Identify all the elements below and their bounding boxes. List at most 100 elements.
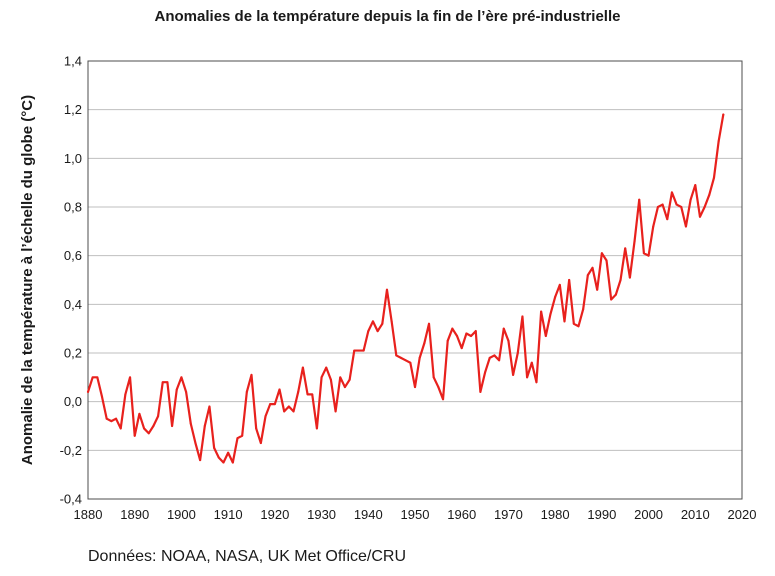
data-point <box>194 442 197 445</box>
data-point <box>484 371 487 374</box>
data-point <box>600 252 603 255</box>
data-point <box>287 405 290 408</box>
data-point <box>171 425 174 427</box>
data-point <box>493 354 496 357</box>
x-tick-labels: 1880 1890 1900 1910 1920 1930 1940 1950 1960 1970… <box>74 507 757 522</box>
data-point <box>236 437 239 440</box>
data-point <box>269 403 272 406</box>
y-tick-label: -0,4 <box>60 492 82 507</box>
data-point <box>147 432 150 435</box>
x-tick-label: 1930 <box>307 507 336 522</box>
y-tick-label: 0,4 <box>64 297 82 312</box>
data-point <box>367 330 370 333</box>
data-point <box>563 320 566 323</box>
data-point <box>446 339 449 342</box>
data-point <box>582 308 585 311</box>
data-point <box>227 451 230 454</box>
data-point <box>91 376 94 379</box>
data-point <box>474 330 477 333</box>
data-point <box>610 298 613 301</box>
data-point <box>371 320 374 323</box>
data-point <box>694 184 697 187</box>
data-point <box>666 218 669 221</box>
y-axis-title: Anomalie de la température à l’échelle d… <box>19 95 36 465</box>
data-point <box>698 215 701 218</box>
x-tick-label: 2000 <box>634 507 663 522</box>
x-tick-label: 1960 <box>447 507 476 522</box>
data-point <box>535 381 538 384</box>
data-point <box>231 461 234 464</box>
data-point <box>362 349 365 352</box>
plot-frame <box>87 60 743 500</box>
data-point <box>87 390 89 393</box>
data-point <box>152 425 155 427</box>
data-point <box>586 274 589 277</box>
data-point <box>451 327 454 330</box>
data-point <box>628 276 631 279</box>
data-point <box>521 315 524 318</box>
data-point <box>343 386 346 389</box>
data-point <box>442 398 445 401</box>
data-point <box>101 395 104 398</box>
data-point <box>357 349 360 352</box>
data-point <box>456 334 459 337</box>
data-point <box>661 203 664 206</box>
data-point <box>722 113 725 116</box>
data-point <box>619 279 622 281</box>
data-point <box>129 376 132 379</box>
x-tick-label: 1900 <box>167 507 196 522</box>
data-point <box>530 361 533 364</box>
y-tick-label: 1,0 <box>64 151 82 166</box>
data-point <box>708 193 711 196</box>
data-point <box>605 259 608 262</box>
data-point <box>498 359 501 362</box>
data-point <box>161 381 164 384</box>
y-tick-label: 1,2 <box>64 102 82 117</box>
data-point <box>334 410 337 413</box>
data-point <box>428 322 431 325</box>
data-point <box>381 322 384 325</box>
data-point <box>306 393 309 396</box>
data-point <box>376 330 379 333</box>
data-point <box>465 332 468 335</box>
data-point <box>203 425 206 427</box>
data-point <box>325 366 328 369</box>
y-tick-label: -0,2 <box>60 443 82 458</box>
y-tick-labels: -0,4 -0,2 0,0 0,2 0,4 0,6 0,8 1,0 1,2 1,4 <box>60 54 82 507</box>
data-point <box>437 386 440 389</box>
data-point <box>297 390 300 393</box>
x-tick-label: 1880 <box>74 507 103 522</box>
data-point <box>110 420 113 423</box>
data-point <box>385 288 388 291</box>
data-point <box>642 252 645 255</box>
data-point <box>353 349 356 352</box>
data-point <box>395 354 398 357</box>
data-point <box>292 410 295 413</box>
data-point <box>409 361 412 364</box>
data-point <box>684 225 687 228</box>
x-tick-label: 1940 <box>354 507 383 522</box>
data-point <box>432 376 435 379</box>
data-point <box>507 339 510 342</box>
data-point <box>124 393 127 396</box>
data-point <box>470 334 473 337</box>
data-point <box>540 310 543 313</box>
data-point <box>157 415 160 418</box>
data-point <box>577 325 580 328</box>
data-point <box>143 427 146 430</box>
x-tick-label: 1990 <box>587 507 616 522</box>
data-point <box>329 378 332 381</box>
data-point <box>315 427 318 430</box>
data-point <box>273 403 276 406</box>
data-point <box>526 376 529 379</box>
data-point <box>502 327 505 330</box>
data-point <box>399 356 402 359</box>
data-point <box>278 388 281 391</box>
data-point <box>488 356 491 359</box>
data-point <box>656 206 659 208</box>
chart-title: Anomalies de la température depuis la fi… <box>154 8 621 25</box>
x-tick-label: 1980 <box>541 507 570 522</box>
data-point <box>675 203 678 206</box>
data-point <box>418 356 421 359</box>
data-point <box>638 198 641 201</box>
